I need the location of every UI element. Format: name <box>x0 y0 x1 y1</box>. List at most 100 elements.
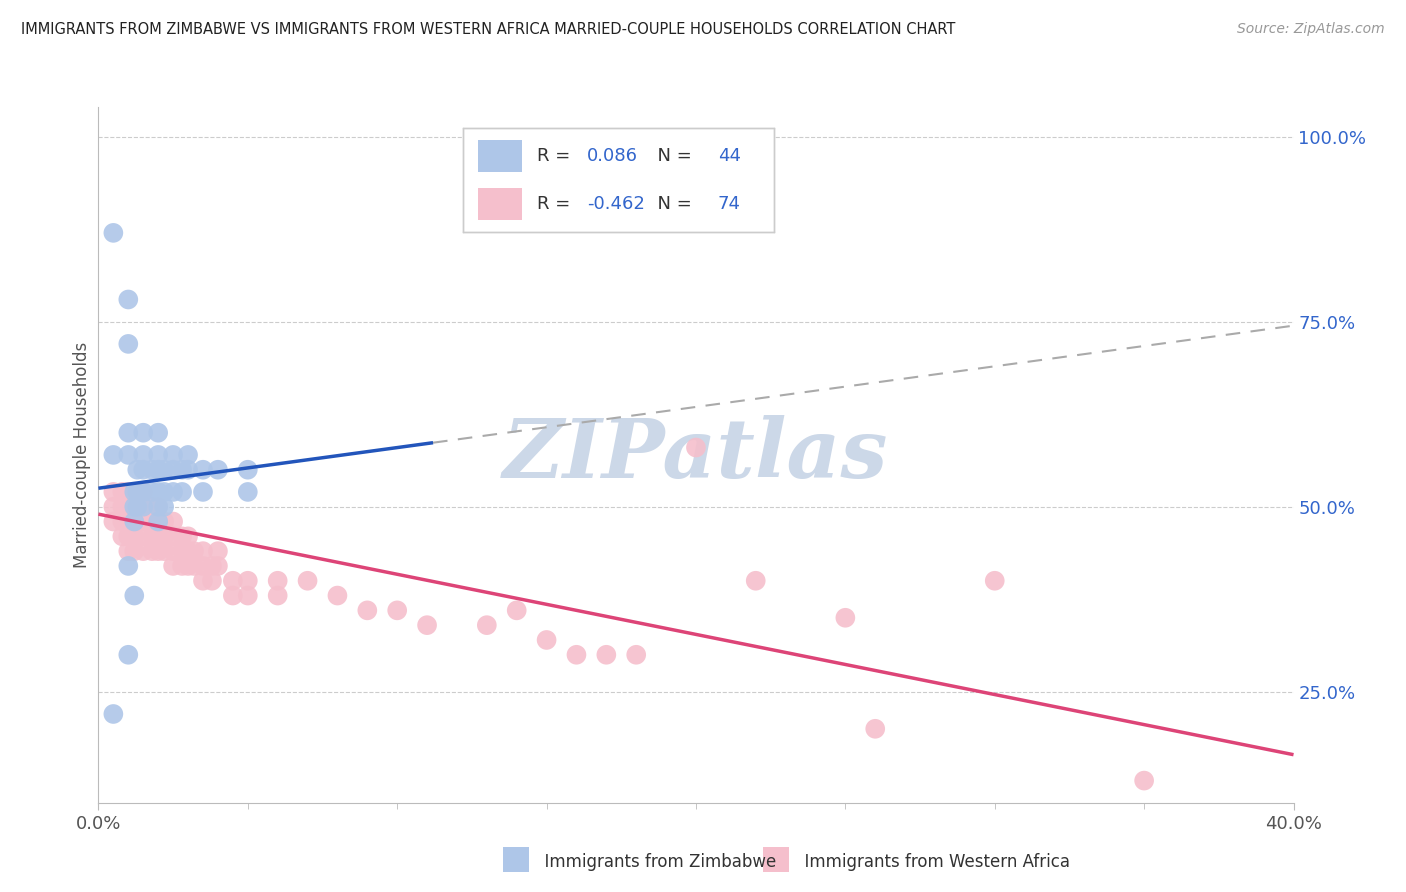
Point <box>141 463 163 477</box>
Point <box>162 544 184 558</box>
Point <box>536 632 558 647</box>
Point <box>124 544 146 558</box>
Point <box>267 574 290 588</box>
Point <box>207 558 229 573</box>
Text: N =: N = <box>647 147 697 165</box>
Point <box>111 484 134 499</box>
Point <box>834 611 856 625</box>
Point <box>177 544 200 558</box>
Point <box>201 558 224 573</box>
Point <box>162 484 184 499</box>
Point <box>117 484 139 499</box>
Point <box>865 722 887 736</box>
Point <box>111 529 134 543</box>
Point <box>124 484 146 499</box>
Text: N =: N = <box>647 195 697 213</box>
Point <box>416 618 439 632</box>
Point <box>191 484 214 499</box>
Point <box>111 515 134 529</box>
Point <box>148 515 170 529</box>
Point <box>162 463 184 477</box>
Point <box>124 529 146 543</box>
Point <box>153 463 176 477</box>
Point <box>153 500 176 514</box>
Point <box>207 544 229 558</box>
Point <box>103 484 125 499</box>
Text: IMMIGRANTS FROM ZIMBABWE VS IMMIGRANTS FROM WESTERN AFRICA MARRIED-COUPLE HOUSEH: IMMIGRANTS FROM ZIMBABWE VS IMMIGRANTS F… <box>21 22 956 37</box>
Point <box>222 574 245 588</box>
Text: 74: 74 <box>717 195 741 213</box>
Point <box>141 500 163 514</box>
Point <box>177 558 200 573</box>
Point <box>117 337 139 351</box>
Point <box>297 574 319 588</box>
Point <box>117 529 139 543</box>
Text: Immigrants from Zimbabwe: Immigrants from Zimbabwe <box>534 853 776 871</box>
Point <box>475 618 498 632</box>
Point <box>148 500 170 514</box>
Point <box>191 463 214 477</box>
Point <box>132 463 155 477</box>
Point <box>236 589 259 603</box>
Text: 0.086: 0.086 <box>588 147 638 165</box>
Point <box>385 603 409 617</box>
Point <box>177 448 200 462</box>
Point <box>141 515 163 529</box>
Point <box>172 484 194 499</box>
Point <box>626 648 648 662</box>
Point <box>103 448 125 462</box>
Point <box>565 648 588 662</box>
Point <box>117 448 139 462</box>
Bar <box>478 140 522 172</box>
Text: Immigrants from Western Africa: Immigrants from Western Africa <box>794 853 1070 871</box>
Point <box>124 484 146 499</box>
Point <box>117 544 139 558</box>
Point <box>103 706 125 721</box>
Point <box>183 558 205 573</box>
Point <box>172 463 194 477</box>
Point <box>162 529 184 543</box>
Point <box>326 589 349 603</box>
Point <box>117 558 139 573</box>
Text: -0.462: -0.462 <box>588 195 645 213</box>
Point <box>236 463 259 477</box>
Point <box>153 515 176 529</box>
Point <box>132 529 155 543</box>
Point <box>236 484 259 499</box>
Point <box>506 603 529 617</box>
Point <box>162 515 184 529</box>
Point <box>132 544 155 558</box>
Text: R =: R = <box>537 147 576 165</box>
Point <box>124 500 146 514</box>
Point <box>148 515 170 529</box>
Point <box>162 558 184 573</box>
Y-axis label: Married-couple Households: Married-couple Households <box>73 342 91 568</box>
Point <box>103 226 125 240</box>
Point <box>141 529 163 543</box>
Point <box>117 648 139 662</box>
Point <box>148 484 170 499</box>
Point <box>162 448 184 462</box>
Point <box>207 463 229 477</box>
Point <box>177 463 200 477</box>
Point <box>127 463 149 477</box>
Point <box>685 441 707 455</box>
Point <box>148 529 170 543</box>
Text: ZIPatlas: ZIPatlas <box>503 415 889 495</box>
Point <box>103 500 125 514</box>
Point <box>183 544 205 558</box>
Point <box>148 425 170 440</box>
Point <box>153 544 176 558</box>
Point <box>191 558 214 573</box>
Point <box>132 484 155 499</box>
Point <box>124 515 146 529</box>
Point <box>103 515 125 529</box>
Point <box>356 603 378 617</box>
Text: 44: 44 <box>717 147 741 165</box>
Point <box>745 574 768 588</box>
Point <box>191 544 214 558</box>
Point <box>111 500 134 514</box>
Point <box>148 463 170 477</box>
Point <box>127 484 149 499</box>
Point <box>191 574 214 588</box>
